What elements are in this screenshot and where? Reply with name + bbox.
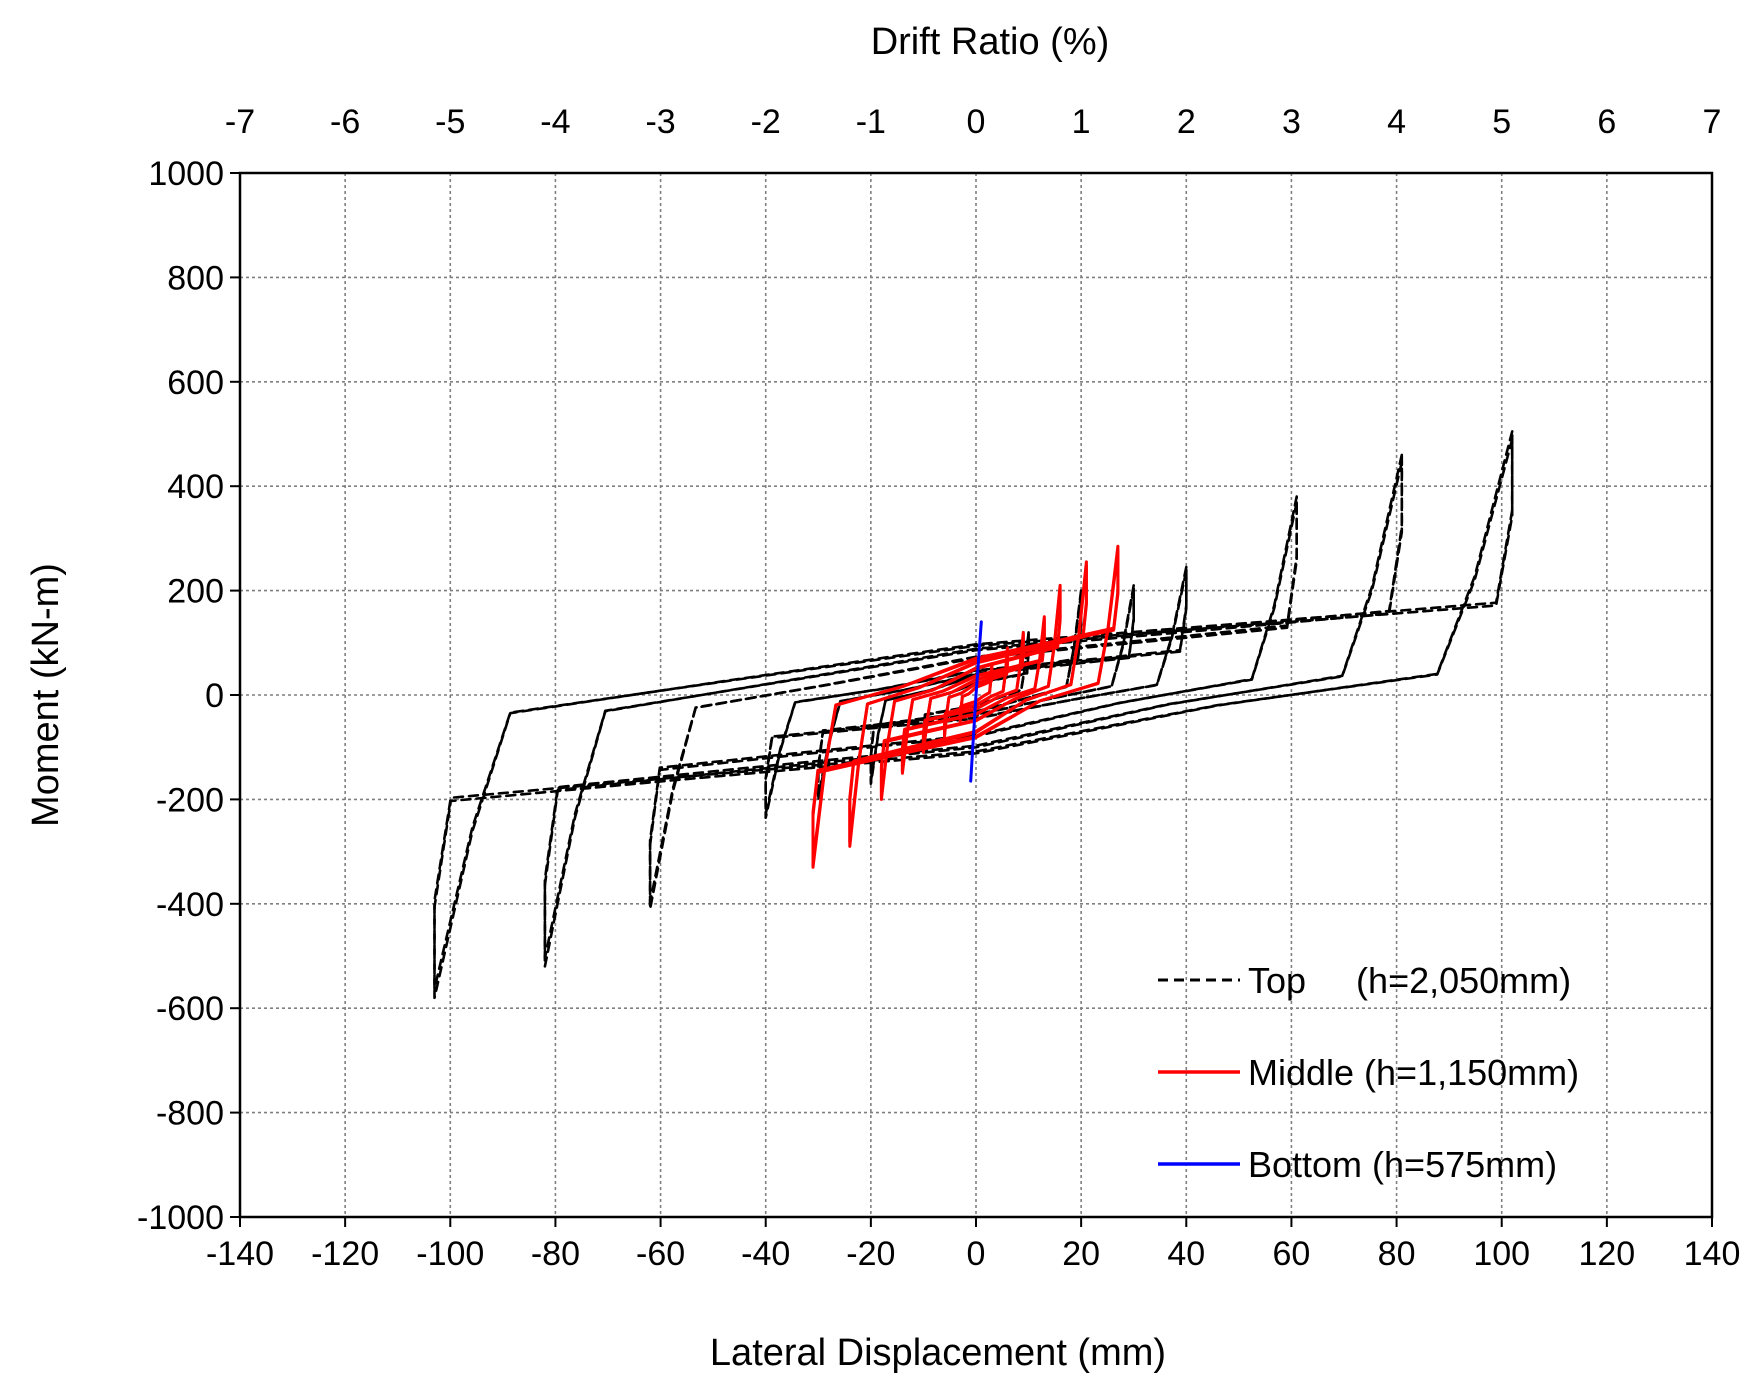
y-tick-label: 800 <box>167 259 224 297</box>
x-tick-label: 80 <box>1378 1235 1416 1273</box>
x2-tick-label: -5 <box>435 103 465 141</box>
x-tick-label: 0 <box>967 1235 986 1273</box>
middle-loop <box>879 587 1062 798</box>
x-tick-label: 140 <box>1684 1235 1741 1273</box>
y-tick-label: -200 <box>156 781 224 819</box>
x-tick-label: 60 <box>1273 1235 1311 1273</box>
y-tick-label: 600 <box>167 364 224 402</box>
x2-tick-label: 4 <box>1387 103 1406 141</box>
middle-loop <box>900 617 1046 773</box>
x2-tick-label: 1 <box>1072 103 1091 141</box>
x2-tick-label: 0 <box>967 103 986 141</box>
x2-tick-label: 3 <box>1282 103 1301 141</box>
x2-tick-label: -6 <box>330 103 360 141</box>
x-tick-label: -40 <box>741 1235 790 1273</box>
x-tick-label: -120 <box>311 1235 379 1273</box>
middle-loop <box>921 632 1025 753</box>
legend: Top (h=2,050mm) Middle (h=1,150mm) Botto… <box>1158 960 1579 1185</box>
x-tick-label: 100 <box>1473 1235 1530 1273</box>
y-tick-label: -400 <box>156 886 224 924</box>
x2-axis-title: Drift Ratio (%) <box>871 21 1110 63</box>
x-tick-label: 20 <box>1062 1235 1100 1273</box>
y-tick-label: 0 <box>205 677 224 715</box>
x2-tick-label: 5 <box>1492 103 1511 141</box>
bottom-line <box>969 620 983 783</box>
y-tick-label: 200 <box>167 573 224 611</box>
y-tick-label: 400 <box>167 468 224 506</box>
tick-labels: -140 -120 -100 -80 -60 -40 -20 0 20 40 60 80 100 120 1… <box>137 103 1740 1273</box>
legend-label-top: Top (h=2,050mm) <box>1248 960 1571 1001</box>
grid-lines <box>240 173 1712 1217</box>
legend-label-middle: Middle (h=1,150mm) <box>1248 1052 1579 1093</box>
top-loop <box>433 430 1514 1000</box>
top-loop <box>764 569 1188 816</box>
plot-frame <box>238 171 1714 1219</box>
middle-loop <box>958 663 994 722</box>
x-axis-title: Lateral Displacement (mm) <box>710 1332 1166 1374</box>
top-loop <box>648 501 1298 904</box>
x2-tick-label: -4 <box>540 103 570 141</box>
y-tick-label: -600 <box>156 990 224 1028</box>
top-loop <box>543 460 1404 960</box>
middle-loop <box>811 549 1120 864</box>
x2-tick-label: -7 <box>225 103 255 141</box>
series-top <box>433 430 1514 1000</box>
top-loop <box>817 587 1135 798</box>
y-tick-label: -1000 <box>137 1199 224 1237</box>
x-tick-label: 120 <box>1578 1235 1635 1273</box>
x2-tick-label: -2 <box>751 103 781 141</box>
series-middle <box>811 544 1120 869</box>
x-tick-label: -140 <box>206 1235 274 1273</box>
top-loop <box>764 565 1188 819</box>
x-tick-label: -80 <box>531 1235 580 1273</box>
top-loop <box>922 632 1030 752</box>
x2-tick-label: 6 <box>1597 103 1616 141</box>
x2-tick-label: 7 <box>1703 103 1722 141</box>
legend-label-bottom: Bottom (h=575mm) <box>1248 1144 1557 1185</box>
x2-tick-label: -1 <box>856 103 886 141</box>
x-tick-label: 40 <box>1167 1235 1205 1273</box>
x2-tick-label: 2 <box>1177 103 1196 141</box>
series-bottom <box>969 620 983 783</box>
top-loop <box>433 438 1514 990</box>
y-tick-label: 1000 <box>148 155 224 193</box>
x-tick-label: -100 <box>416 1235 484 1273</box>
middle-loop <box>943 647 1009 737</box>
x2-tick-label: -3 <box>645 103 675 141</box>
y-axis-title: Moment (kN-m) <box>25 563 67 827</box>
series-layer <box>433 430 1514 1000</box>
x-tick-label: -60 <box>636 1235 685 1273</box>
y-tick-label: -800 <box>156 1095 224 1133</box>
x-tick-label: -20 <box>846 1235 895 1273</box>
